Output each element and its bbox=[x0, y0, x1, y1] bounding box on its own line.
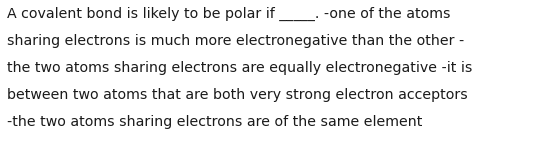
Text: A covalent bond is likely to be polar if _____. -one of the atoms: A covalent bond is likely to be polar if… bbox=[7, 7, 451, 21]
Text: between two atoms that are both very strong electron acceptors: between two atoms that are both very str… bbox=[7, 88, 468, 102]
Text: sharing electrons is much more electronegative than the other -: sharing electrons is much more electrone… bbox=[7, 34, 464, 48]
Text: -the two atoms sharing electrons are of the same element: -the two atoms sharing electrons are of … bbox=[7, 115, 422, 129]
Text: the two atoms sharing electrons are equally electronegative -it is: the two atoms sharing electrons are equa… bbox=[7, 61, 473, 75]
